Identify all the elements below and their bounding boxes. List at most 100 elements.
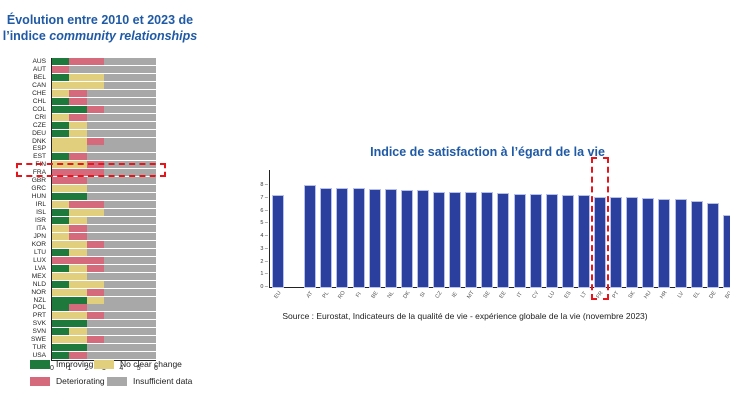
stacked-bar [52, 129, 156, 137]
table-row: GBR [18, 177, 188, 185]
stacked-bar [52, 58, 156, 65]
bar-segment [69, 209, 104, 217]
country-label: LVA [34, 264, 46, 272]
bar-segment [86, 193, 156, 201]
x-tick-label: DK [402, 290, 412, 300]
bar-segment [52, 232, 70, 240]
left-title-line2-italic: community relationships [49, 29, 198, 43]
bar-segment [69, 280, 104, 288]
bar-segment [86, 217, 156, 224]
country-label: USA [32, 352, 46, 360]
country-label: AUS [32, 58, 46, 65]
table-row: CZE [18, 121, 188, 129]
bar-segment [52, 256, 104, 264]
country-label: ITA [36, 224, 46, 232]
bar [273, 196, 283, 287]
bar-segment [103, 312, 156, 320]
x-tick-label: 6 [154, 365, 158, 373]
stacked-bar [52, 328, 156, 336]
stacked-bar [52, 193, 156, 201]
country-label: DNK [32, 137, 46, 145]
bar-segment [52, 65, 70, 73]
bar-segment [52, 201, 70, 209]
country-label: PRT [32, 312, 46, 320]
bar [595, 197, 605, 287]
x-tick-label: FI [354, 291, 363, 299]
bar [385, 190, 396, 287]
bar-segment [52, 137, 87, 145]
bar [611, 197, 622, 287]
bar-segment [52, 352, 70, 360]
left-title-line2-plain: l’indice [2, 29, 50, 43]
country-label: ISR [35, 217, 46, 224]
country-label: GRC [31, 185, 46, 193]
bar-segment [86, 97, 156, 105]
x-tick-label: CZ [434, 290, 444, 300]
stacked-bar [52, 89, 156, 97]
bar-segment [86, 145, 156, 153]
country-label: BEL [33, 73, 46, 81]
bar-segment [86, 312, 104, 320]
country-label: SVN [32, 328, 46, 336]
stacked-bar [52, 320, 156, 328]
legend-swatch-insufficient [107, 376, 127, 386]
bar-segment [69, 97, 87, 105]
stacked-bar [52, 177, 156, 185]
left-chart-title: Évolution entre 2010 et 2023 de l’indice… [0, 12, 200, 44]
fra-highlight-box [16, 163, 166, 177]
x-tick-label: LV [676, 290, 685, 300]
stacked-bar [52, 232, 156, 240]
bar-segment [86, 328, 156, 336]
table-row: CAN [18, 81, 188, 89]
bar-segment [86, 137, 104, 145]
stacked-bar [52, 81, 156, 89]
bar-segment [86, 288, 104, 296]
legend-swatch-deteriorating [30, 376, 50, 386]
x-tick-label: SE [482, 290, 492, 300]
bar-segment [52, 121, 70, 129]
bar-segment [52, 153, 70, 161]
x-tick-label: 0 [50, 365, 54, 373]
bar-segment [103, 336, 156, 344]
country-label: JPN [33, 232, 46, 240]
table-row: ISL [18, 209, 188, 217]
bar-segment [69, 113, 87, 121]
bar-segment [86, 153, 156, 161]
stacked-bar [52, 264, 156, 272]
legend-improving: Improving [30, 359, 93, 369]
bar [498, 193, 509, 287]
bar-segment [69, 304, 87, 312]
stacked-bar [52, 113, 156, 121]
stacked-bar [52, 288, 156, 296]
bar-segment [52, 248, 70, 256]
table-row: HUN [18, 193, 188, 201]
bar-segment [86, 129, 156, 137]
legend-swatch-no-change [94, 359, 114, 369]
table-row: IRL [18, 201, 188, 209]
stacked-bar [52, 352, 156, 360]
table-row: ITA [18, 224, 188, 232]
bar [305, 186, 316, 287]
x-tick-label: NL [386, 290, 396, 300]
y-tick-label: 7 – [260, 194, 268, 201]
bar-segment [52, 97, 70, 105]
y-tick-label: 6 – [260, 207, 268, 214]
country-label: LTU [34, 248, 46, 256]
bar [417, 191, 428, 287]
y-tick-label: 5 – [260, 220, 268, 227]
bar-segment [52, 73, 70, 81]
country-label: ESP [32, 145, 46, 153]
x-tick-label: IE [451, 291, 460, 299]
table-row: LUX [18, 256, 188, 264]
country-label: CHE [32, 89, 46, 97]
bar-segment [86, 272, 156, 280]
x-tick-label: EL [692, 290, 701, 300]
country-label: NZL [33, 296, 46, 304]
country-label: CRI [34, 113, 46, 121]
x-tick-label: ES [563, 290, 573, 300]
stacked-bar [52, 153, 156, 161]
x-tick-label: 4 [119, 365, 124, 373]
bar-segment [52, 145, 87, 153]
table-row: ISR [18, 217, 188, 224]
country-label: NOR [31, 288, 46, 296]
